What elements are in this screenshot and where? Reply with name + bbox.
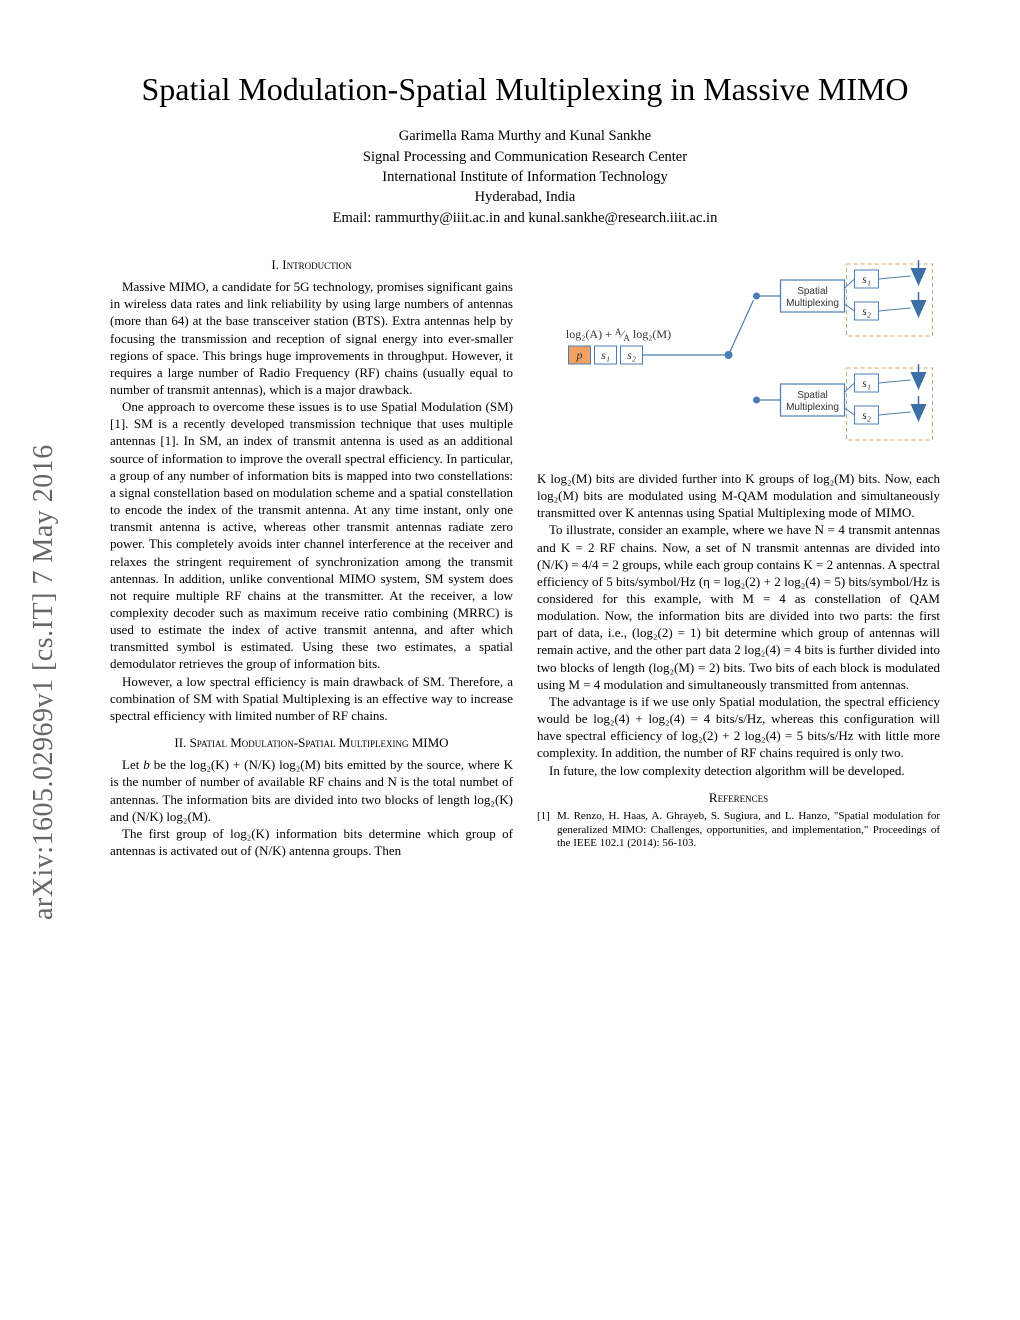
text: Let xyxy=(122,757,143,772)
connector-line xyxy=(879,380,911,383)
section-title: Introduction xyxy=(279,257,352,272)
section-title: Spatial Modulation-Spatial Multiplexing … xyxy=(186,735,448,750)
affiliation-line: Hyderabad, India xyxy=(110,187,940,207)
affiliation-line: International Institute of Information T… xyxy=(110,167,940,187)
paper-page: Spatial Modulation-Spatial Multiplexing … xyxy=(0,0,1020,899)
node xyxy=(753,396,760,403)
s-label: s₁ xyxy=(601,348,610,362)
section-2-heading: II. Spatial Modulation-Spatial Multiplex… xyxy=(110,734,513,751)
node xyxy=(753,292,760,299)
connector-line xyxy=(845,408,855,415)
right-column: Spatial Multiplexing Spatial Multiplexin… xyxy=(537,256,940,859)
connector-line xyxy=(879,412,911,415)
connector-line xyxy=(879,308,911,311)
spmux-label: Spatial xyxy=(797,286,828,297)
left-column: I. Introduction Massive MIMO, a candidat… xyxy=(110,256,513,859)
connector-line xyxy=(845,304,855,311)
paragraph: The advantage is if we use only Spatial … xyxy=(537,693,940,762)
text: be the log₂(K) + (N/K) log₂(M) bits emit… xyxy=(110,757,513,823)
authors: Garimella Rama Murthy and Kunal Sankhe xyxy=(110,126,940,146)
paragraph: Let b be the log₂(K) + (N/K) log₂(M) bit… xyxy=(110,756,513,825)
spmux-label: Multiplexing xyxy=(786,402,839,413)
authors-block: Garimella Rama Murthy and Kunal Sankhe S… xyxy=(110,126,940,227)
reference-item: [1] M. Renzo, H. Haas, A. Ghrayeb, S. Su… xyxy=(537,810,940,851)
paper-title: Spatial Modulation-Spatial Multiplexing … xyxy=(110,70,940,108)
antenna-icon xyxy=(911,396,927,422)
s-label: s₁ xyxy=(862,272,871,286)
s-label: s₁ xyxy=(862,376,871,390)
s-label: s₂ xyxy=(862,304,871,318)
paragraph: K log₂(M) bits are divided further into … xyxy=(537,470,940,521)
paragraph: In future, the low complexity detection … xyxy=(537,762,940,779)
connector-line xyxy=(879,276,911,279)
s-label: s₂ xyxy=(862,408,871,422)
paragraph: To illustrate, consider an example, wher… xyxy=(537,521,940,693)
p-label: p xyxy=(576,348,583,362)
reference-text: M. Renzo, H. Haas, A. Ghrayeb, S. Sugiur… xyxy=(557,810,940,851)
paragraph: One approach to overcome these issues is… xyxy=(110,398,513,673)
system-diagram: Spatial Multiplexing Spatial Multiplexin… xyxy=(537,256,940,456)
section-number: II. xyxy=(174,735,186,750)
paragraph: However, a low spectral efficiency is ma… xyxy=(110,673,513,724)
spmux-label: Multiplexing xyxy=(786,298,839,309)
section-number: I. xyxy=(271,257,279,272)
connector-line xyxy=(729,300,754,355)
antenna-icon xyxy=(911,292,927,318)
math-label: log₂(A) + A⁄A log₂(M) xyxy=(566,327,671,343)
affiliation-line: Signal Processing and Communication Rese… xyxy=(110,147,940,167)
paragraph: The first group of log₂(K) information b… xyxy=(110,825,513,859)
paragraph: Massive MIMO, a candidate for 5G technol… xyxy=(110,278,513,398)
section-1-heading: I. Introduction xyxy=(110,256,513,273)
reference-number: [1] xyxy=(537,810,557,851)
spmux-label: Spatial xyxy=(797,390,828,401)
references-heading: References xyxy=(537,789,940,806)
two-column-layout: I. Introduction Massive MIMO, a candidat… xyxy=(110,256,940,859)
email-line: Email: rammurthy@iiit.ac.in and kunal.sa… xyxy=(110,208,940,228)
s-label: s₂ xyxy=(627,348,636,362)
